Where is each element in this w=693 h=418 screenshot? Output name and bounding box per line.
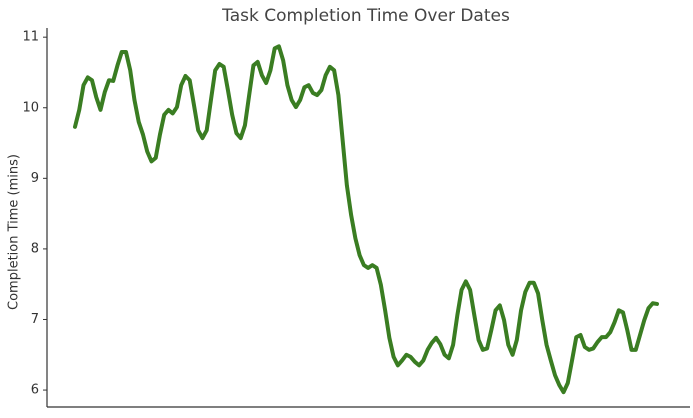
y-axis-label: Completion Time (mins) <box>7 154 22 310</box>
y-tick-label: 8 <box>31 241 39 256</box>
y-tick-label: 7 <box>31 312 39 327</box>
line <box>73 44 659 395</box>
y-tick-label: 11 <box>22 30 39 45</box>
y-tick-label: 9 <box>31 171 39 186</box>
chart-title: Task Completion Time Over Dates <box>221 6 510 26</box>
y-tick-label: 6 <box>31 383 39 398</box>
y-tick-label: 10 <box>22 100 39 115</box>
